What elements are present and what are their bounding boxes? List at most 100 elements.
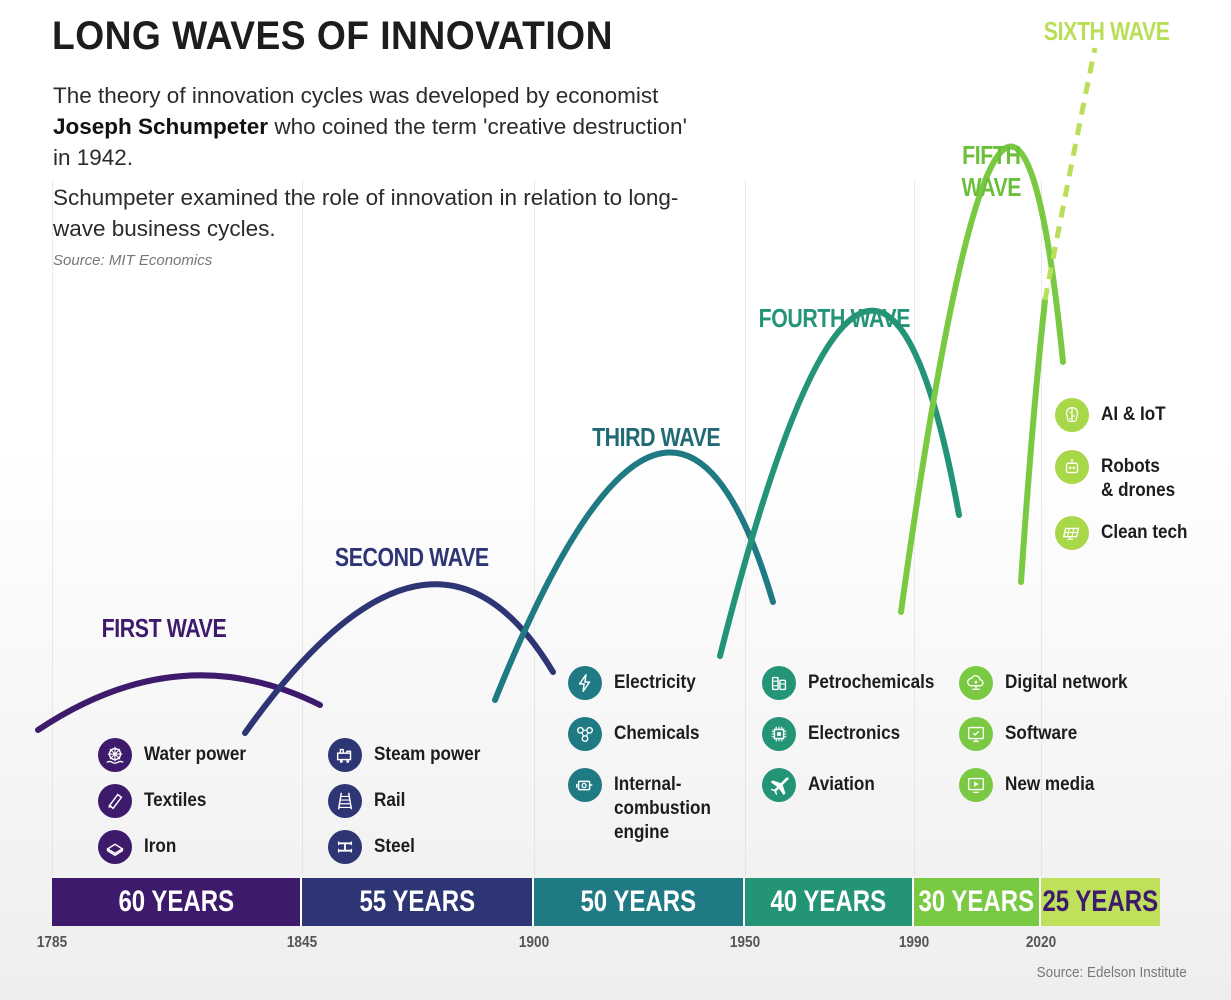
list-item: Textiles [98,784,257,830]
list-item: Clean tech [1055,516,1197,562]
timeline-bar: 60 YEARS 55 YEARS 50 YEARS 40 YEARS 30 Y… [52,878,1160,926]
list-item: Steel [328,830,492,876]
steel-beam-icon [328,830,362,864]
list-item: Petrochemicals [762,666,948,717]
list-item: Rail [328,784,492,830]
wave-4-label: FOURTH WAVE [758,303,911,333]
year-label: 1845 [286,934,318,951]
microchip-icon [762,717,796,751]
year-label: 1950 [729,934,761,951]
duration-label-3: 50 YEARS [580,885,697,918]
robot-icon [1055,450,1089,484]
lightning-bolt-icon [568,666,602,700]
gridline-1900 [534,180,535,875]
item-label: Petrochemicals [808,672,935,693]
list-item: Software [959,717,1141,768]
list-item: Aviation [762,768,948,819]
year-label: 1785 [36,934,68,951]
wave-4-curve [717,307,962,659]
wave-6-solid [1018,297,1048,585]
brain-circuit-icon [1055,398,1089,432]
airplane-icon [762,768,796,802]
molecule-icon [568,717,602,751]
duration-label-5: 30 YEARS [918,885,1035,918]
intro-paragraph-1: The theory of innovation cycles was deve… [53,80,693,173]
gridline-1785 [52,180,53,875]
iron-ingot-icon [98,830,132,864]
page-title: LONG WAVES OF INNOVATION [52,14,613,58]
intro-text-pre: The theory of innovation cycles was deve… [53,83,659,108]
wave-5-items: Digital network Software New media [959,666,1141,819]
duration-label-4: 40 YEARS [770,885,887,918]
item-label: AI & IoT [1101,404,1166,425]
wave-2-label: SECOND WAVE [334,542,489,572]
wave-1-label: FIRST WAVE [101,613,227,643]
timeline-segment-5: 30 YEARS [914,878,1041,926]
gridline-1845 [302,180,303,875]
wave-6-dashed [1042,47,1098,301]
list-item: Digital network [959,666,1141,717]
wave-2-curve [242,581,556,736]
list-item: AI & IoT [1055,398,1197,450]
item-label: Steam power [374,744,481,765]
wave-1-curve [35,672,323,733]
item-label: Software [1005,723,1078,744]
list-item: Internal- combustion engine [568,768,722,848]
source-top: Source: MIT Economics [53,252,213,269]
intro-text-post: who coined the term 'creative destructio… [53,114,687,170]
duration-label-2: 55 YEARS [359,885,475,918]
cloud-network-icon [959,666,993,700]
steam-engine-icon [328,738,362,772]
timeline-segment-3: 50 YEARS [534,878,745,926]
list-item: Iron [98,830,257,876]
wave-6-items: AI & IoT Robots & drones Clean tech [1055,398,1197,562]
item-label: Iron [144,836,177,857]
wave-1-items: Water power Textiles Iron [98,738,257,876]
timeline-segment-4: 40 YEARS [745,878,914,926]
item-label: Robots & drones [1101,456,1176,501]
list-item: Water power [98,738,257,784]
item-label: Textiles [144,790,207,811]
wave-6-label: SIXTH WAVE [1043,16,1170,46]
duration-label-1: 60 YEARS [118,885,234,918]
source-bottom: Source: Edelson Institute [1036,964,1187,981]
item-label: Chemicals [614,723,700,744]
timeline-segment-2: 55 YEARS [302,878,534,926]
wave-4-items: Petrochemicals Electronics Aviation [762,666,948,819]
wave-5-curve [898,143,1066,615]
item-label: Digital network [1005,672,1128,693]
media-play-icon [959,768,993,802]
list-item: New media [959,768,1141,819]
item-label: Steel [374,836,415,857]
water-wheel-icon [98,738,132,772]
list-item: Steam power [328,738,492,784]
item-label: Electricity [614,672,696,693]
gridline-2020 [1041,180,1042,875]
wave-3-items: Electricity Chemicals Internal- combusti… [568,666,722,848]
item-label: Clean tech [1101,522,1188,543]
list-item: Electricity [568,666,722,717]
intro-paragraph-2: Schumpeter examined the role of innovati… [53,185,679,241]
wave-5-label: FIFTH WAVE [961,140,1022,202]
item-label: Rail [374,790,406,811]
item-label: New media [1005,774,1095,795]
duration-label-6: 25 YEARS [1042,885,1159,918]
engine-icon [568,768,602,802]
solar-panel-icon [1055,516,1089,550]
wave-2-items: Steam power Rail Steel [328,738,492,876]
list-item: Electronics [762,717,948,768]
intro-name-bold: Joseph Schumpeter [53,114,269,139]
timeline-segment-1: 60 YEARS [52,878,302,926]
rail-track-icon [328,784,362,818]
item-label: Aviation [808,774,875,795]
wave-3-curve [492,449,776,703]
fabric-roll-icon [98,784,132,818]
year-label: 2020 [1025,934,1057,951]
year-label: 1900 [518,934,550,951]
list-item: Chemicals [568,717,722,768]
wave-3-label: THIRD WAVE [592,422,721,452]
intro-text: The theory of innovation cycles was deve… [53,80,693,244]
item-label: Electronics [808,723,901,744]
software-window-icon [959,717,993,751]
list-item: Robots & drones [1055,450,1197,516]
